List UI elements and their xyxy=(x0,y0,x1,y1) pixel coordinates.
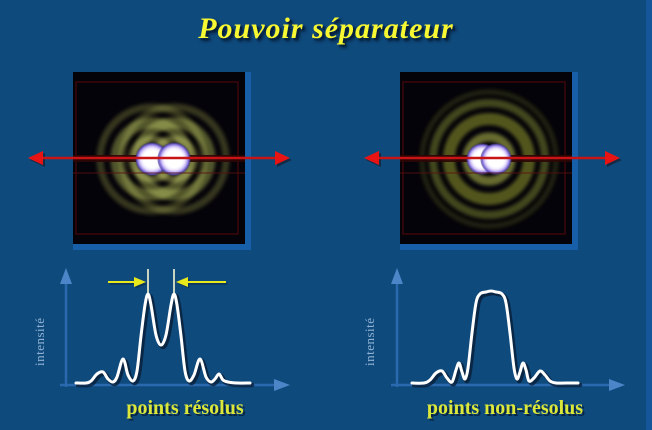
intensity-curve-unresolved xyxy=(410,289,580,385)
intensity-plot-unresolved: intensité xyxy=(362,268,625,391)
y-axis-arrowhead xyxy=(60,268,72,284)
airy-core-right xyxy=(157,142,191,176)
page-title: Pouvoir séparateur xyxy=(198,12,454,45)
airy-core-right xyxy=(480,143,512,175)
diffraction-image-resolved xyxy=(73,72,251,250)
diffraction-image-unresolved xyxy=(400,72,578,250)
beam-arrowhead-left-in xyxy=(275,151,290,165)
y-axis-arrowhead xyxy=(391,268,403,284)
slide-right-edge xyxy=(646,0,652,430)
marker-arrowhead-right xyxy=(176,277,188,287)
intensity-curve-resolved xyxy=(74,292,252,385)
y-axis-label: intensité xyxy=(32,317,47,366)
beam-arrowhead-right-in xyxy=(605,151,620,165)
x-axis-arrowhead xyxy=(274,379,290,391)
beam-arrowhead-left-out xyxy=(28,151,43,165)
diffraction-svg-unresolved xyxy=(400,81,572,235)
beam-arrowhead-right-out xyxy=(364,151,379,165)
marker-arrowhead-left xyxy=(134,277,146,287)
intensity-curve-shadow xyxy=(75,293,255,388)
separation-marker-shadow xyxy=(109,278,228,289)
intensity-plot-resolved: intensité xyxy=(32,268,290,391)
caption-unresolved: points non-résolus xyxy=(426,397,584,419)
diffraction-svg-resolved xyxy=(73,81,245,235)
x-axis-arrowhead xyxy=(609,379,625,391)
y-axis-label: intensité xyxy=(362,317,377,366)
separation-marker xyxy=(108,269,226,296)
caption-resolved: points résolus xyxy=(126,397,244,419)
